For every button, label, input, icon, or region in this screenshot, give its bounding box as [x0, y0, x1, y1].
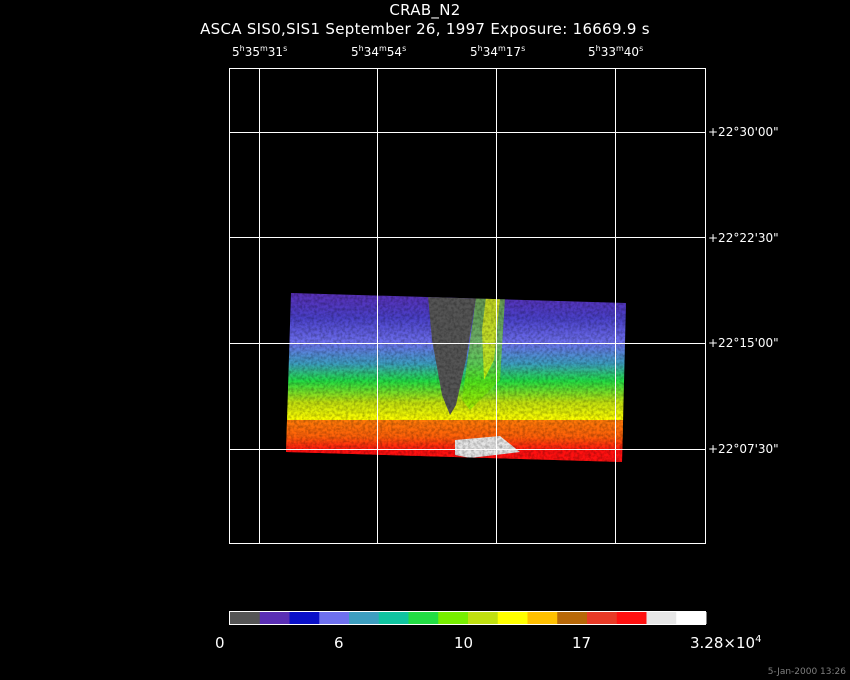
colorbar-label: 10: [454, 634, 474, 652]
colorbar-swatch: [349, 612, 380, 624]
x-ray-image: [286, 293, 626, 462]
colorbar-swatch: [527, 612, 558, 624]
colorbar-swatch: [259, 612, 290, 624]
dec-tick-label: +22°07'30": [708, 442, 779, 456]
colorbar-swatch: [646, 612, 677, 624]
dec-tick-label: +22°30'00": [708, 125, 779, 139]
colorbar-label: 0: [215, 634, 225, 652]
colorbar: [230, 612, 707, 624]
ra-tick-label: 5h34m54s: [351, 44, 407, 59]
ra-tick-label: 5h34m17s: [470, 44, 526, 59]
image-title: CRAB_N2: [389, 1, 461, 19]
colorbar-swatch: [616, 612, 647, 624]
ra-tick-label: 5h33m40s: [588, 44, 644, 59]
colorbar-max-label: 3.28×104: [690, 634, 762, 652]
colorbar-swatch: [468, 612, 499, 624]
colorbar-frame: [229, 611, 706, 625]
image-subtitle: ASCA SIS0,SIS1 September 26, 1997 Exposu…: [200, 20, 650, 38]
plot-frame: [229, 68, 706, 544]
dec-tick-label: +22°15'00": [708, 336, 779, 350]
colorbar-swatch: [587, 612, 618, 624]
colorbar-label: 6: [334, 634, 344, 652]
dec-tick-label: +22°22'30": [708, 231, 779, 245]
colorbar-swatch: [497, 612, 528, 624]
colorbar-swatch: [230, 612, 261, 624]
colorbar-swatch: [289, 612, 320, 624]
colorbar-swatch: [557, 612, 588, 624]
colorbar-swatch: [378, 612, 409, 624]
ra-tick-label: 5h35m31s: [232, 44, 288, 59]
colorbar-swatch: [676, 612, 707, 624]
colorbar-swatch: [438, 612, 469, 624]
colorbar-label: 17: [572, 634, 592, 652]
colorbar-swatch: [408, 612, 439, 624]
colorbar-swatch: [319, 612, 350, 624]
timestamp: 5-Jan-2000 13:26: [767, 667, 846, 677]
